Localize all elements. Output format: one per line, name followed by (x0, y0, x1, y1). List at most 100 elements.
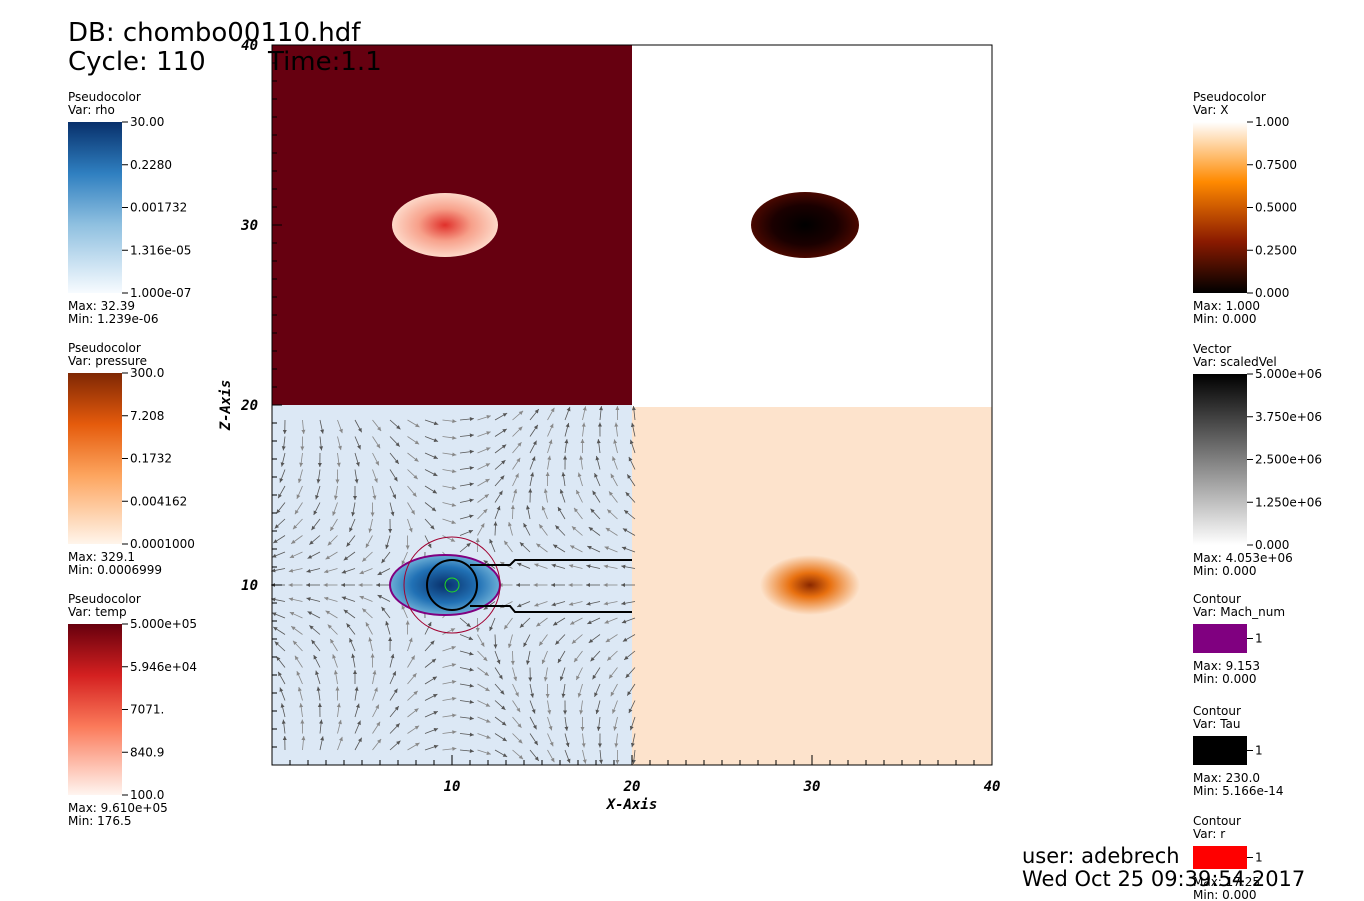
vector-head (565, 742, 570, 748)
vector-head (607, 509, 612, 514)
vector-head (278, 671, 282, 677)
legend-tick-label: 1.250e+06 (1255, 495, 1322, 509)
vector-head (408, 637, 413, 643)
vector-head (534, 756, 539, 761)
vector-head (282, 736, 287, 741)
vector-head (307, 611, 313, 616)
vector-head (625, 492, 630, 497)
vector-head (515, 473, 519, 478)
legend-tick-label: 1.000e-07 (130, 286, 191, 300)
vector-head (519, 542, 525, 547)
vector-head (335, 479, 340, 484)
vector-head (335, 686, 340, 691)
vector-head (432, 694, 438, 698)
vector-head (469, 449, 474, 454)
vector-head (603, 583, 608, 587)
vector-head (452, 696, 457, 701)
vector-head (375, 704, 379, 710)
legend-max: Max: 9.610e+05 (68, 801, 168, 815)
vector-head (613, 726, 618, 731)
vector-head (605, 527, 611, 532)
vector-head (343, 609, 349, 614)
legend-plot: Vector (1193, 342, 1231, 356)
vector-head (292, 640, 298, 646)
vector-head (396, 740, 401, 745)
vector-head (586, 583, 590, 587)
vector-head (516, 457, 521, 463)
vector-head (531, 709, 536, 714)
legend-tick-label: 0.1732 (130, 452, 172, 466)
vector-head (534, 563, 539, 568)
legend-tick-label: 1.000 (1255, 115, 1289, 129)
vector-head (324, 569, 329, 574)
vector-head (346, 542, 351, 547)
vector-head (599, 406, 603, 411)
vector-head (317, 703, 322, 708)
vector-head (294, 509, 299, 515)
vector-head (452, 435, 457, 440)
vector-head (545, 693, 550, 698)
vector-head (597, 422, 602, 427)
vector-head (528, 488, 533, 493)
vector-head (362, 557, 367, 562)
legend-min: Min: 176.5 (68, 814, 132, 828)
vector-head (613, 439, 618, 444)
vector-head (543, 488, 548, 493)
vector-head (336, 462, 341, 467)
vector-head (272, 612, 277, 617)
legend-tick-label: 0.5000 (1255, 201, 1297, 215)
vector-head (586, 564, 591, 569)
vector-head (319, 719, 324, 724)
vector-head (272, 553, 277, 558)
vector-head (396, 425, 401, 430)
user: user: adebrech (1022, 844, 1180, 868)
vector-head (288, 597, 294, 602)
vector-head (288, 568, 294, 573)
vector-head (608, 674, 613, 679)
vector-head (299, 462, 304, 467)
vector-head (500, 475, 505, 480)
vector-head (337, 719, 342, 725)
x-axis-label: X-Axis (606, 797, 658, 813)
vector-head (485, 463, 491, 467)
vector-head (530, 472, 535, 477)
vector-head (300, 446, 305, 451)
vector-head (563, 710, 568, 715)
vector-head (539, 524, 544, 529)
vector-head (484, 494, 489, 499)
vector-head (612, 709, 616, 714)
vector-head (279, 478, 284, 483)
vector-head (501, 460, 506, 465)
legend-tick-label: 1.316e-05 (130, 243, 191, 257)
vector-head (581, 743, 586, 748)
vector-head (317, 462, 322, 467)
vector-head (381, 558, 386, 564)
vector-head (401, 605, 406, 610)
vector-head (596, 439, 601, 444)
vector-head (523, 523, 528, 528)
y-tick-label: 40 (241, 38, 258, 54)
vector-head (451, 680, 457, 684)
legend-bar (1193, 122, 1247, 293)
vector-head (415, 423, 420, 428)
vector-head (274, 524, 279, 529)
vector-head (341, 583, 345, 587)
vector-head (603, 601, 609, 606)
vector-head (282, 429, 287, 434)
vector-head (354, 479, 359, 484)
vector-head (475, 538, 480, 543)
vector-head (349, 638, 353, 643)
legend-tick-label: 2.500e+06 (1255, 453, 1322, 467)
vector-head (610, 691, 615, 697)
vector-head (501, 721, 507, 726)
vector-head (359, 595, 364, 600)
vector-head (451, 502, 457, 507)
time: Time:1.1 (267, 47, 382, 77)
vector-head (392, 494, 396, 499)
vector-head (504, 540, 509, 546)
vector-head (385, 621, 390, 626)
vector-head (307, 554, 313, 559)
vector-head (374, 687, 378, 692)
vector-head (502, 737, 507, 742)
